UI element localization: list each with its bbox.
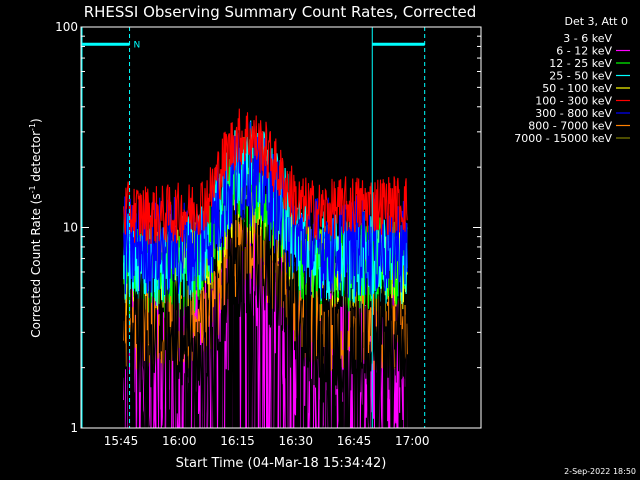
- legend-header: Det 3, Att 0: [565, 15, 629, 28]
- footer-date: 2-Sep-2022 18:50: [564, 467, 636, 476]
- legend-label: 25 - 50 keV: [549, 70, 612, 83]
- x-axis-label: Start Time (04-Mar-18 15:34:42): [176, 456, 387, 471]
- legend-label: 7000 - 15000 keV: [514, 132, 612, 145]
- legend-label: 800 - 7000 keV: [528, 120, 612, 133]
- plot-area: N: [81, 27, 426, 429]
- x-tick-label: 17:00: [395, 434, 430, 448]
- legend-label: 300 - 800 keV: [535, 107, 612, 120]
- x-tick-label: 16:45: [337, 434, 372, 448]
- legend-label: 100 - 300 keV: [535, 95, 612, 108]
- x-tick-label: 16:30: [278, 434, 313, 448]
- legend-label: 50 - 100 keV: [542, 82, 612, 95]
- series-line-black2: [123, 199, 408, 429]
- x-tick-label: 15:45: [104, 434, 139, 448]
- y-axis-label-end: ): [29, 118, 43, 123]
- legend-label: 12 - 25 keV: [549, 57, 612, 70]
- axes: 1 10 100 15:45 16:00 16:15 16:30 16:45 17:00: [55, 20, 482, 448]
- y-tick-label: 10: [63, 221, 78, 235]
- y-tick-label: 100: [55, 20, 78, 34]
- y-axis-label-mid: detector: [29, 131, 43, 186]
- y-axis-label-sup1: -1: [28, 185, 37, 193]
- y-axis-label-sup2: -1: [28, 123, 37, 131]
- y-axis-label: Corrected Count Rate (s-1 detector-1): [28, 118, 43, 337]
- y-tick-label: 1: [70, 421, 78, 435]
- series-line-red: [123, 108, 408, 245]
- night-label: N: [134, 40, 141, 50]
- x-tick-label: 16:00: [162, 434, 197, 448]
- legend-label: 3 - 6 keV: [563, 32, 612, 45]
- x-tick-label: 16:15: [220, 434, 255, 448]
- y-axis-label-main: Corrected Count Rate (s: [29, 193, 43, 337]
- legend-label: 6 - 12 keV: [556, 45, 612, 58]
- chart-title: RHESSI Observing Summary Count Rates, Co…: [84, 3, 477, 21]
